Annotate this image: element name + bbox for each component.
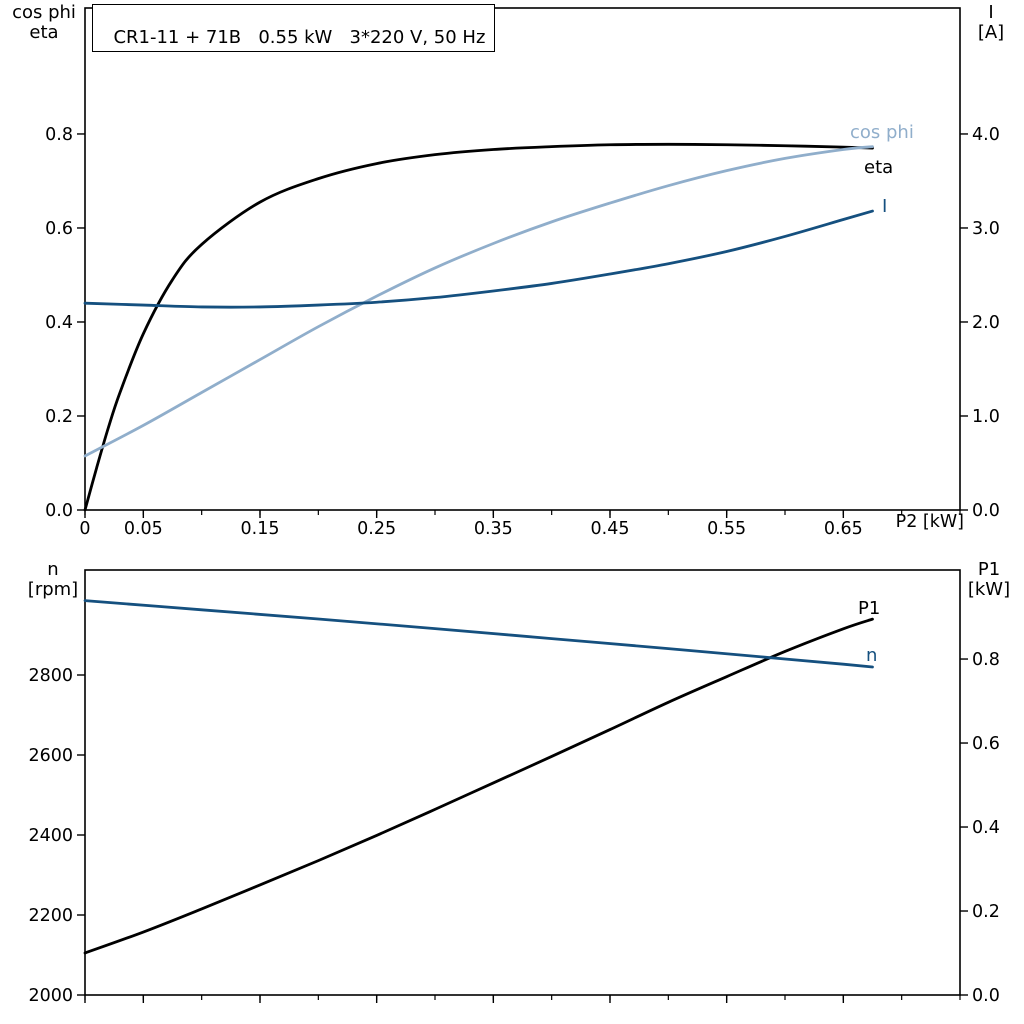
y-right-tick-label: 0.4 bbox=[972, 818, 1000, 838]
y-left-tick-label: 0.6 bbox=[45, 219, 73, 239]
y-right-tick-label: 1.0 bbox=[972, 407, 1000, 427]
right-axis-title-line1: I bbox=[988, 2, 994, 23]
y-left-tick-label: 0.0 bbox=[45, 501, 73, 521]
series-curve-current bbox=[83, 209, 874, 309]
y-right-tick-label: 3.0 bbox=[972, 219, 1000, 239]
x-tick-label: 0.15 bbox=[241, 519, 280, 539]
speed-axis-title-line2: [rpm] bbox=[27, 579, 79, 600]
bottom-left-axis-title: n [rpm] bbox=[16, 560, 90, 600]
y-right-tick-label: 0.0 bbox=[972, 986, 1000, 1006]
y-left-tick-label: 0.8 bbox=[45, 125, 73, 145]
left-axis-title-line2: eta bbox=[29, 22, 59, 43]
left-axis-title-line1: cos phi bbox=[12, 2, 76, 23]
chart-title-box: CR1-11 + 71B 0.55 kW 3*220 V, 50 Hz bbox=[92, 4, 496, 52]
curve-label-eta: eta bbox=[864, 157, 894, 178]
series-curve-input-power bbox=[83, 617, 874, 955]
x-axis-title: P2 [kW] bbox=[895, 512, 964, 532]
y-left-tick-label: 2000 bbox=[28, 986, 73, 1006]
x-tick-label: 0.35 bbox=[474, 519, 513, 539]
y-right-tick-label: 0.8 bbox=[972, 650, 1000, 670]
curve-label-current: I bbox=[882, 196, 888, 217]
y-right-tick-label: 2.0 bbox=[972, 313, 1000, 333]
top-left-axis-title: cos phi eta bbox=[4, 3, 84, 43]
x-tick-label: 0.65 bbox=[824, 519, 863, 539]
bottom-right-axis-title: P1 [kW] bbox=[958, 560, 1020, 600]
curve-label-cos-phi: cos phi bbox=[850, 122, 914, 143]
y-left-tick-label: 2800 bbox=[28, 666, 73, 686]
x-tick-label: 0.25 bbox=[357, 519, 396, 539]
motor-electrical-chart: 0 0.05 0.15 0.25 0.35 0.45 0.55 0.65 0.0 0.2 0.4 0.… bbox=[45, 7, 1000, 539]
power-axis-title-line1: P1 bbox=[977, 559, 1001, 580]
y-left-tick-label: 0.4 bbox=[45, 313, 73, 333]
x-tick-label: 0 bbox=[79, 519, 90, 539]
y-left-tick-label: 2600 bbox=[28, 746, 73, 766]
y-right-tick-label: 4.0 bbox=[972, 125, 1000, 145]
right-axis-title-line2: [A] bbox=[977, 22, 1005, 43]
x-tick-label: 0.55 bbox=[707, 519, 746, 539]
speed-axis-title-line1: n bbox=[47, 559, 59, 580]
top-right-axis-title: I [A] bbox=[962, 3, 1020, 43]
y-left-tick-label: 0.2 bbox=[45, 407, 73, 427]
curve-label-input-power: P1 bbox=[858, 598, 881, 619]
series-curve-eta bbox=[83, 142, 874, 512]
plot-border bbox=[84, 7, 961, 511]
x-tick-label: 0.05 bbox=[124, 519, 163, 539]
power-axis-title-line2: [kW] bbox=[967, 579, 1011, 600]
y-right-tick-label: 0.2 bbox=[972, 902, 1000, 922]
x-tick-label: 0.45 bbox=[591, 519, 630, 539]
y-left-tick-label: 2400 bbox=[28, 826, 73, 846]
y-right-tick-label: 0.0 bbox=[972, 501, 1000, 521]
y-left-tick-label: 2200 bbox=[28, 906, 73, 926]
series-curve-speed bbox=[83, 599, 874, 669]
series-curve-cos-phi bbox=[83, 145, 874, 458]
plot-border bbox=[84, 569, 961, 996]
y-right-tick-label: 0.6 bbox=[972, 734, 1000, 754]
chart-title: CR1-11 + 71B 0.55 kW 3*220 V, 50 Hz bbox=[113, 27, 486, 48]
speed-power-chart: 2000 2200 2400 2600 2800 0.0 0.2 0.4 0.6 0.8 bbox=[28, 569, 1000, 1006]
curve-label-speed: n bbox=[866, 645, 878, 666]
